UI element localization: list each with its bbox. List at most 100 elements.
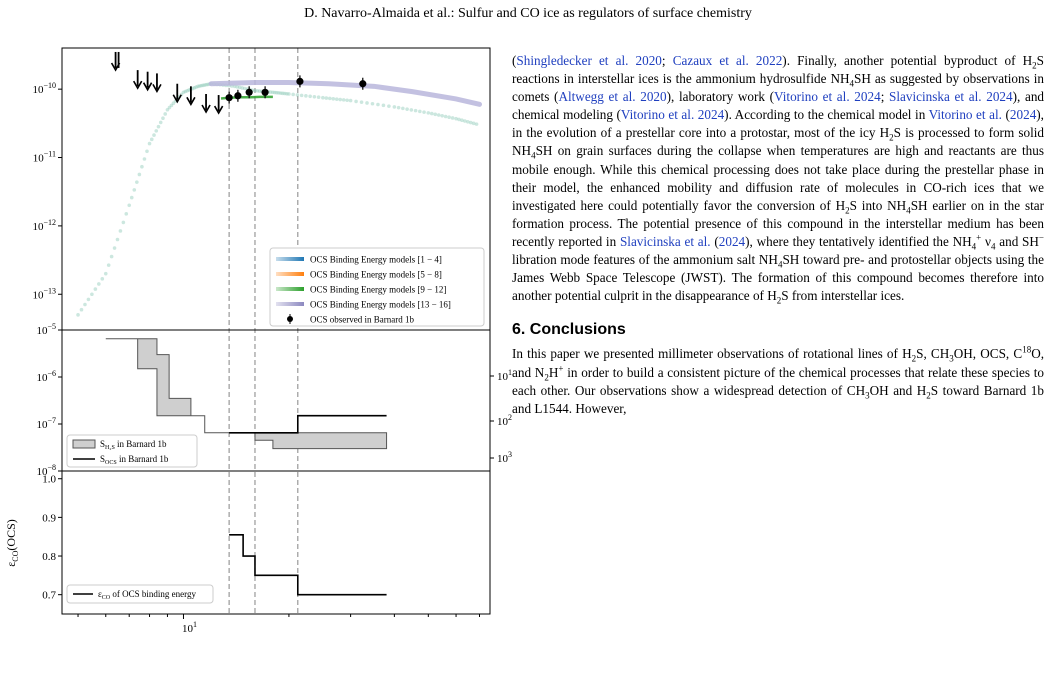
model-dot bbox=[156, 124, 161, 129]
model-dot bbox=[365, 101, 369, 105]
legend-text-part: OCS bbox=[105, 460, 117, 466]
text-run: SH on grain surfaces during the collapse… bbox=[512, 143, 1044, 213]
text-run: 4 bbox=[906, 205, 911, 216]
model-dot bbox=[279, 91, 283, 95]
model-dot bbox=[163, 112, 168, 116]
y-axis-label-eco: εCO(OCS) bbox=[4, 519, 20, 567]
model-dot bbox=[132, 188, 137, 192]
model-dot bbox=[118, 229, 123, 233]
text-run: 4 bbox=[531, 151, 536, 162]
model-dot bbox=[328, 96, 332, 101]
model-dot bbox=[316, 95, 321, 100]
text-run: ; bbox=[880, 89, 890, 105]
text-run: ; bbox=[661, 53, 673, 68]
paragraph-conclusions: In this paper we presented millimeter ob… bbox=[512, 345, 1044, 417]
text-run: 4 bbox=[849, 78, 855, 89]
text-run: 2 bbox=[889, 133, 894, 144]
model-dot bbox=[277, 91, 281, 95]
text-run: 3 bbox=[865, 390, 870, 401]
series-line-models-13-16 bbox=[208, 80, 483, 107]
text-run: 2 bbox=[544, 372, 549, 383]
tick-base: 10 bbox=[33, 153, 45, 165]
model-dot bbox=[345, 98, 349, 103]
citation-link[interactable]: Vitorino et al. 2024 bbox=[620, 107, 725, 123]
y-tick-label: 10−5 bbox=[36, 322, 56, 337]
model-dot bbox=[308, 94, 312, 99]
model-dot bbox=[86, 297, 91, 302]
model-dot bbox=[447, 115, 451, 120]
tick-exponent: 3 bbox=[508, 450, 512, 459]
citation-link[interactable]: 2024 bbox=[718, 233, 746, 249]
observation-point bbox=[234, 92, 242, 100]
text-run: ), laboratory work ( bbox=[666, 89, 775, 105]
text-run: O, and N bbox=[512, 346, 1045, 380]
model-dot bbox=[235, 85, 240, 89]
legend-entry: OCS Binding Energy models [9 − 12] bbox=[310, 285, 446, 295]
model-dot bbox=[127, 203, 132, 208]
text-run: H bbox=[548, 364, 559, 380]
figure: 10−10 10−11 10−12 10−13 OCS Binding Energy m… bbox=[0, 40, 512, 672]
model-dot bbox=[171, 101, 176, 105]
model-dot bbox=[97, 282, 101, 286]
model-dot bbox=[103, 271, 108, 276]
model-dot bbox=[194, 85, 198, 89]
model-dot bbox=[465, 119, 470, 124]
tick-base: 10 bbox=[497, 371, 509, 383]
upper-limit-arrowhead bbox=[201, 104, 211, 114]
observation-point bbox=[245, 88, 253, 96]
text-run: − bbox=[1038, 232, 1044, 243]
citation-link[interactable]: Slavicinska et al. bbox=[619, 233, 711, 249]
citation-link[interactable]: Shingledecker et al. 2020 bbox=[516, 53, 662, 68]
model-dot bbox=[440, 113, 444, 118]
text-run: S toward Barnard 1b and L1544. However, bbox=[512, 382, 1044, 416]
citation-link[interactable]: Altwegg et al. 2020 bbox=[558, 89, 667, 105]
citation-link[interactable]: Slavicinska et al. 2024 bbox=[889, 89, 1013, 105]
model-dot bbox=[409, 108, 414, 112]
model-dot bbox=[181, 90, 186, 95]
model-dot bbox=[370, 101, 375, 106]
text-run: ( bbox=[512, 53, 517, 68]
model-dot bbox=[401, 106, 405, 111]
model-dot bbox=[359, 100, 364, 104]
citation-link[interactable]: 2024 bbox=[1009, 107, 1037, 123]
text-run: 3 bbox=[949, 354, 954, 365]
text-run: + bbox=[558, 363, 564, 374]
legend-swatch bbox=[72, 439, 96, 449]
text-run: and SH bbox=[995, 233, 1039, 249]
tick-exponent: −5 bbox=[47, 322, 56, 331]
text-run: 4 bbox=[990, 241, 996, 252]
model-dot bbox=[348, 98, 353, 103]
text-run: ( bbox=[1001, 107, 1010, 123]
y-tick-label-right: 103 bbox=[497, 450, 512, 465]
model-dot bbox=[376, 102, 380, 107]
text-run: 18 bbox=[1022, 345, 1032, 356]
tick-base: 10 bbox=[497, 453, 509, 465]
legend-text-part: H₂S bbox=[105, 445, 115, 451]
text-run: ), where they tentatively identified the… bbox=[745, 233, 972, 249]
model-dot bbox=[396, 105, 401, 110]
citation-link[interactable]: Vitorino et al. 2024 bbox=[774, 89, 881, 105]
upper-limit-arrowhead bbox=[152, 84, 162, 94]
model-dot bbox=[468, 120, 473, 125]
model-dot bbox=[392, 105, 397, 109]
series-line-socs bbox=[229, 414, 387, 434]
legend-entry: OCS Binding Energy models [13 − 16] bbox=[310, 300, 451, 310]
model-dot bbox=[422, 110, 426, 114]
citation-link[interactable]: Cazaux et al. 2022 bbox=[672, 53, 783, 68]
model-dot bbox=[405, 107, 409, 111]
text-run: ν bbox=[981, 233, 991, 249]
legend-box bbox=[269, 247, 485, 327]
citation-link[interactable]: Vitorino et al. bbox=[928, 107, 1002, 123]
model-dot bbox=[109, 254, 114, 259]
tick-exponent: −7 bbox=[47, 416, 56, 425]
model-dot bbox=[275, 90, 279, 95]
text-run: S reactions in interstellar ices is the … bbox=[512, 53, 1044, 87]
model-dot bbox=[287, 92, 291, 96]
text-run: ), and chemical modeling ( bbox=[512, 89, 1045, 123]
model-dot bbox=[454, 116, 458, 121]
text-run: ). Finally, another potential byproduct … bbox=[782, 53, 1033, 68]
y-tick-label: 10−11 bbox=[33, 150, 56, 165]
upper-limit-arrowhead bbox=[132, 80, 143, 90]
tick-exponent: −6 bbox=[47, 369, 56, 378]
model-dot bbox=[135, 180, 139, 184]
